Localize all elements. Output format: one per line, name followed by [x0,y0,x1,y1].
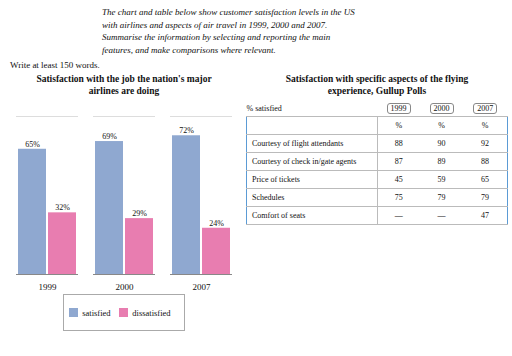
html-text:Courtesy of check in/gate agen: Courtesy of check in/gate agents [252,157,357,167]
html-text:75: 75 [394,193,403,203]
html-text:dissatisfied: dissatisfied [132,307,171,318]
html-text:90: 90 [437,139,446,149]
svg-text:29%: 29% [132,209,147,218]
html-text:satisfied: satisfied [82,307,111,318]
html-text:Comfort of seats: Comfort of seats [252,211,306,221]
html-text:Satisfaction with specific asp: Satisfaction with specific aspects of th… [285,74,469,97]
html-text:79: 79 [437,193,446,203]
html-text:59: 59 [437,175,446,185]
svg-text:72%: 72% [179,126,194,135]
html-text:47: 47 [481,211,490,221]
svg-text:24%: 24% [209,219,224,228]
html-text:Schedules: Schedules [252,193,285,203]
html-text:Courtesy of flight attendants: Courtesy of flight attendants [252,139,344,149]
html-text:Price of tickets: Price of tickets [252,175,300,185]
svg-text:2007: 2007 [193,282,212,292]
svg-text:1999: 1999 [39,282,58,292]
html-text:92: 92 [481,139,490,149]
html-text:The chart and table below show: The chart and table below show customer … [102,7,355,55]
html-text:Satisfaction with the job the: Satisfaction with the job the nation's m… [36,74,212,97]
svg-text:69%: 69% [102,132,117,141]
html-text:79: 79 [481,193,490,203]
html-text:1999: 1999 [390,104,407,114]
html-text:Write at least 150 words.: Write at least 150 words. [10,60,100,71]
svg-text:32%: 32% [55,204,70,213]
html-text:% satisfied: % satisfied [246,104,282,114]
html-text:88: 88 [394,139,403,149]
html-text:88: 88 [481,157,490,167]
svg-text:2000: 2000 [116,282,135,292]
svg-text:65%: 65% [25,140,40,149]
html-text:2007: 2007 [477,104,494,114]
html-text:45: 45 [394,175,403,185]
html-text:65: 65 [481,175,490,185]
html-text:89: 89 [437,157,446,167]
html-text:87: 87 [394,157,403,167]
html-text:2000: 2000 [433,104,450,114]
